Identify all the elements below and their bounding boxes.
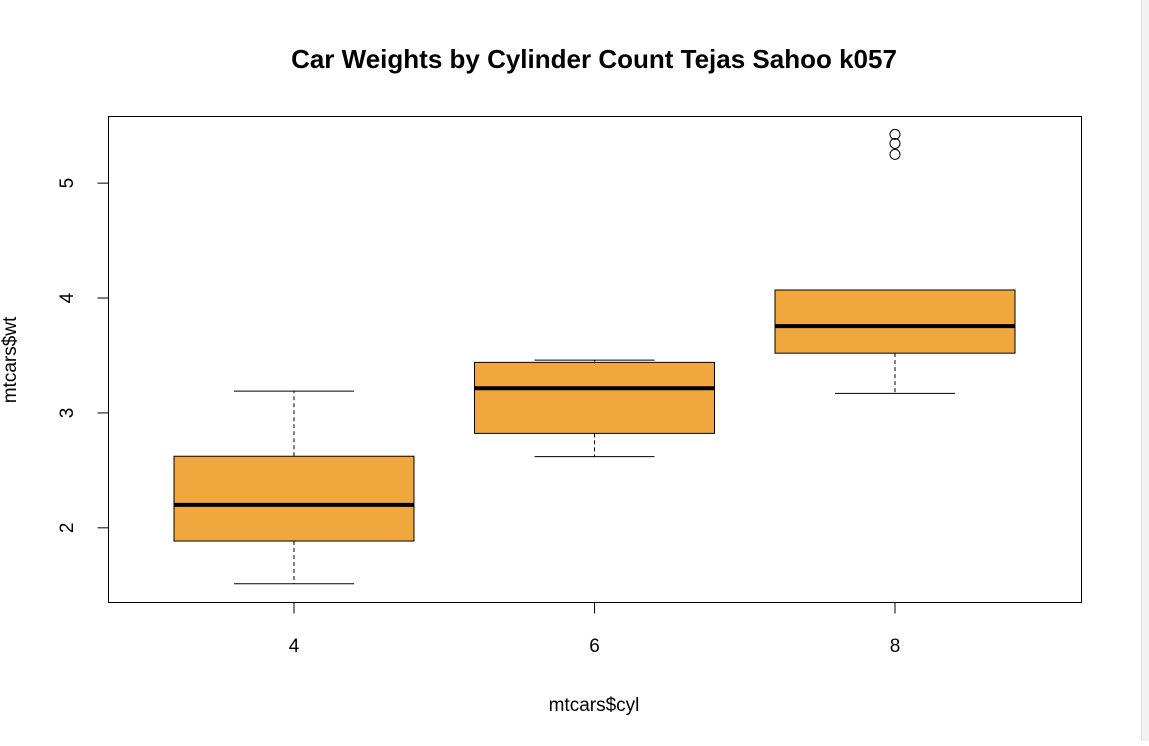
x-axis-label: mtcars$cyl <box>549 695 640 716</box>
axes-layer: 4 6 8 2 3 4 5 <box>57 178 900 657</box>
y-tick-label-4: 4 <box>57 292 78 303</box>
box-4 <box>173 455 415 542</box>
outlier-point-8-3 <box>889 128 901 140</box>
box-8 <box>774 289 1016 354</box>
box-6 <box>474 361 715 434</box>
y-tick-label-3: 3 <box>57 408 78 419</box>
boxes-layer <box>173 128 1016 585</box>
outlier-point-8-1 <box>889 148 901 160</box>
chart-title: Car Weights by Cylinder Count Tejas Saho… <box>291 44 897 74</box>
box-group-8 <box>774 128 1016 394</box>
y-axis-label: mtcars$wt <box>0 316 21 403</box>
window-edge-strip <box>1141 0 1149 741</box>
x-tick-label-6: 6 <box>589 636 600 657</box>
y-tick-label-2: 2 <box>57 523 78 534</box>
y-tick-label-5: 5 <box>57 178 78 189</box>
x-tick-label-4: 4 <box>289 636 300 657</box>
box-group-4 <box>173 390 415 585</box>
outlier-point-8-2 <box>889 138 901 149</box>
box-group-6 <box>474 359 715 458</box>
x-tick-label-8: 8 <box>890 636 901 657</box>
